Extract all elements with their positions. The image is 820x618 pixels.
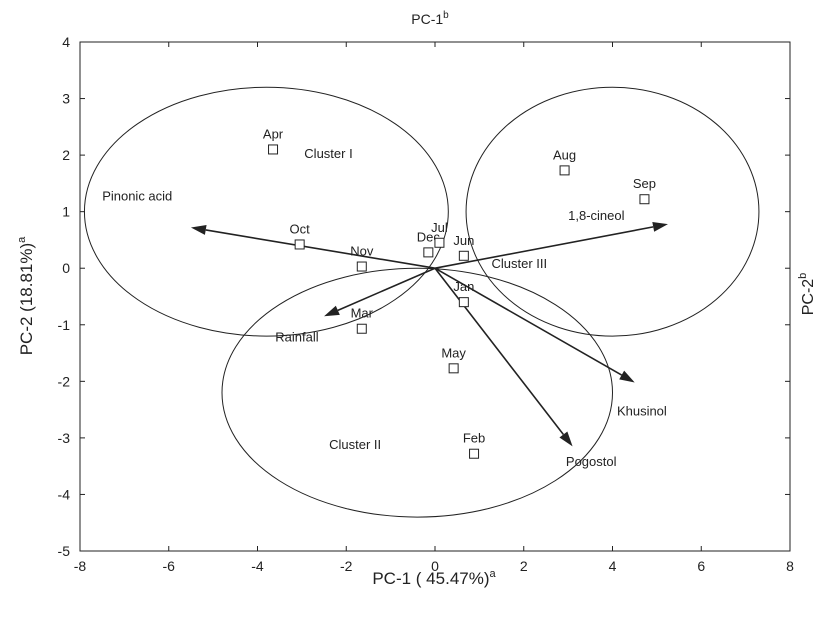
cluster-label: Cluster III xyxy=(492,256,548,271)
loading-vector-arrowhead xyxy=(190,225,207,235)
data-point-marker xyxy=(469,448,480,459)
y-axis-label: PC-2 (18.81%)a xyxy=(16,236,36,355)
loading-vector-line xyxy=(434,267,623,376)
data-point-label: Mar xyxy=(351,306,374,321)
y-tick-label: -4 xyxy=(58,486,71,502)
loading-vector-label: Pinonic acid xyxy=(102,188,172,203)
right-axis-label: PC-2b xyxy=(797,273,817,316)
data-point-label: Aug xyxy=(553,147,576,162)
data-point-marker xyxy=(458,297,469,308)
loading-vector-label: Khusinol xyxy=(617,403,667,418)
loading-vector-arrowhead xyxy=(324,305,340,317)
y-axis-ticks: -5 -4 -3 -2 -1 0 1 2 3 4 xyxy=(58,34,790,559)
data-point-label: Oct xyxy=(290,221,311,236)
data-point-label: Jul xyxy=(431,220,448,235)
loading-vector-label: Pogostol xyxy=(566,454,617,469)
data-point-label: Jan xyxy=(453,279,474,294)
cluster-ellipse xyxy=(221,267,613,518)
loading-vector-label: Rainfall xyxy=(275,330,318,345)
x-tick-label: -2 xyxy=(340,558,353,574)
cluster-ellipse xyxy=(83,86,449,337)
data-point-label: Nov xyxy=(350,244,374,259)
loading-vector-arrowhead xyxy=(652,221,668,232)
data-point-marker xyxy=(423,247,434,258)
data-point-marker xyxy=(356,261,367,272)
y-tick-label: 2 xyxy=(62,147,70,163)
data-point-label: Apr xyxy=(263,126,284,141)
loading-vector-line xyxy=(434,226,654,270)
data-point-marker xyxy=(356,323,367,334)
x-axis-label: PC-1 ( 45.47%)a xyxy=(372,568,496,588)
y-tick-label: -3 xyxy=(58,430,71,446)
x-tick-label: 2 xyxy=(520,558,528,574)
x-axis-ticks: -8 -6 -4 -2 0 2 4 6 8 xyxy=(74,42,794,574)
data-point-label: Sep xyxy=(633,176,656,191)
cluster-ellipses: Cluster I Cluster II Cluster III xyxy=(83,86,760,518)
loading-vector-line xyxy=(337,267,436,312)
y-tick-label: 4 xyxy=(62,34,70,50)
x-tick-label: 0 xyxy=(431,558,439,574)
loading-vector-arrowhead xyxy=(559,431,573,447)
data-point-marker xyxy=(639,194,650,205)
loading-vector-label: 1,8-cineol xyxy=(568,208,624,223)
data-point-marker xyxy=(559,165,570,176)
cluster-ellipse xyxy=(465,86,760,337)
plot-frame xyxy=(79,41,791,552)
data-point-label: May xyxy=(441,345,466,360)
y-tick-label: 0 xyxy=(62,260,70,276)
y-tick-label: 3 xyxy=(62,91,70,107)
loading-vector-line xyxy=(434,267,565,435)
data-point-marker xyxy=(268,144,279,155)
x-tick-label: -8 xyxy=(74,558,87,574)
x-tick-label: 4 xyxy=(609,558,617,574)
data-point-marker xyxy=(448,363,459,374)
x-tick-label: 8 xyxy=(786,558,794,574)
top-axis-label: PC-1b xyxy=(411,10,449,27)
loading-vectors: Pinonic acid 1,8-cineol Rainfall Khusinol Po… xyxy=(102,188,668,469)
loading-vector-arrowhead xyxy=(619,370,635,383)
data-point-marker xyxy=(458,250,469,261)
x-tick-label: -4 xyxy=(251,558,264,574)
y-tick-label: -5 xyxy=(58,543,71,559)
loading-vector-line xyxy=(205,229,436,270)
data-point-marker xyxy=(434,237,445,248)
x-tick-label: -6 xyxy=(163,558,176,574)
x-tick-label: 6 xyxy=(697,558,705,574)
y-tick-label: 1 xyxy=(62,204,70,220)
y-tick-label: -1 xyxy=(58,317,71,333)
y-tick-label: -2 xyxy=(58,373,71,389)
data-point-label: Jun xyxy=(453,233,474,248)
data-point-marker xyxy=(294,239,305,250)
data-point-label: Feb xyxy=(463,431,485,446)
cluster-label: Cluster II xyxy=(329,437,381,452)
cluster-label: Cluster I xyxy=(304,146,352,161)
